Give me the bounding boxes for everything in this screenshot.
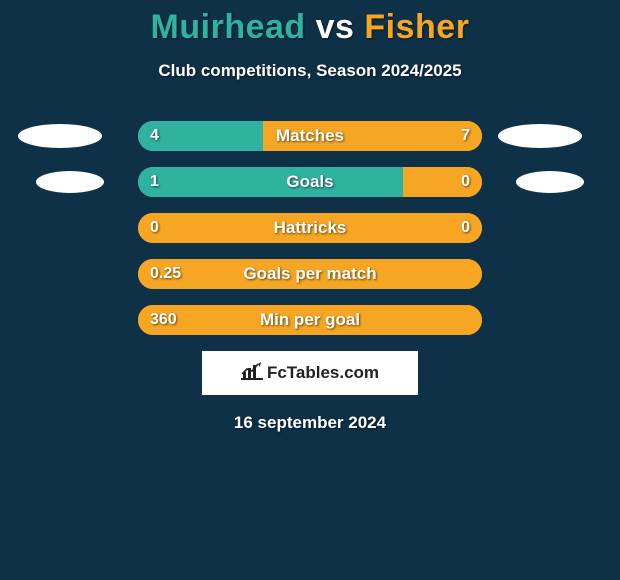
stat-label: Matches [138,121,482,151]
stat-value-right: 0 [461,213,470,243]
logo: FcTables.com [241,362,379,385]
stat-label: Goals [138,167,482,197]
comparison-card: Muirhead vs Fisher Club competitions, Se… [0,0,620,580]
subtitle: Club competitions, Season 2024/2025 [0,61,620,81]
logo-text: FcTables.com [267,363,379,383]
stat-bar: 4Matches7 [138,121,482,151]
stat-value-right: 0 [461,167,470,197]
stat-row: 4Matches7 [0,121,620,151]
logo-box: FcTables.com [202,351,418,395]
player-left-marker [18,124,102,148]
title-vs: vs [306,8,365,46]
stat-label: Min per goal [138,305,482,335]
stat-row: 360Min per goal [0,305,620,335]
stat-bar: 1Goals0 [138,167,482,197]
stat-value-right: 7 [461,121,470,151]
title-player-right: Fisher [364,8,469,46]
stat-label: Hattricks [138,213,482,243]
stat-row: 0.25Goals per match [0,259,620,289]
player-right-marker [516,171,584,193]
stat-bar: 0.25Goals per match [138,259,482,289]
chart-icon [241,362,263,385]
stat-bar: 0Hattricks0 [138,213,482,243]
stat-bar: 360Min per goal [138,305,482,335]
stat-label: Goals per match [138,259,482,289]
stat-row: 0Hattricks0 [0,213,620,243]
stats-section: 4Matches71Goals00Hattricks00.25Goals per… [0,121,620,335]
title-player-left: Muirhead [151,8,306,46]
page-title: Muirhead vs Fisher [0,8,620,47]
player-right-marker [498,124,582,148]
date-line: 16 september 2024 [0,413,620,433]
player-left-marker [36,171,104,193]
stat-row: 1Goals0 [0,167,620,197]
